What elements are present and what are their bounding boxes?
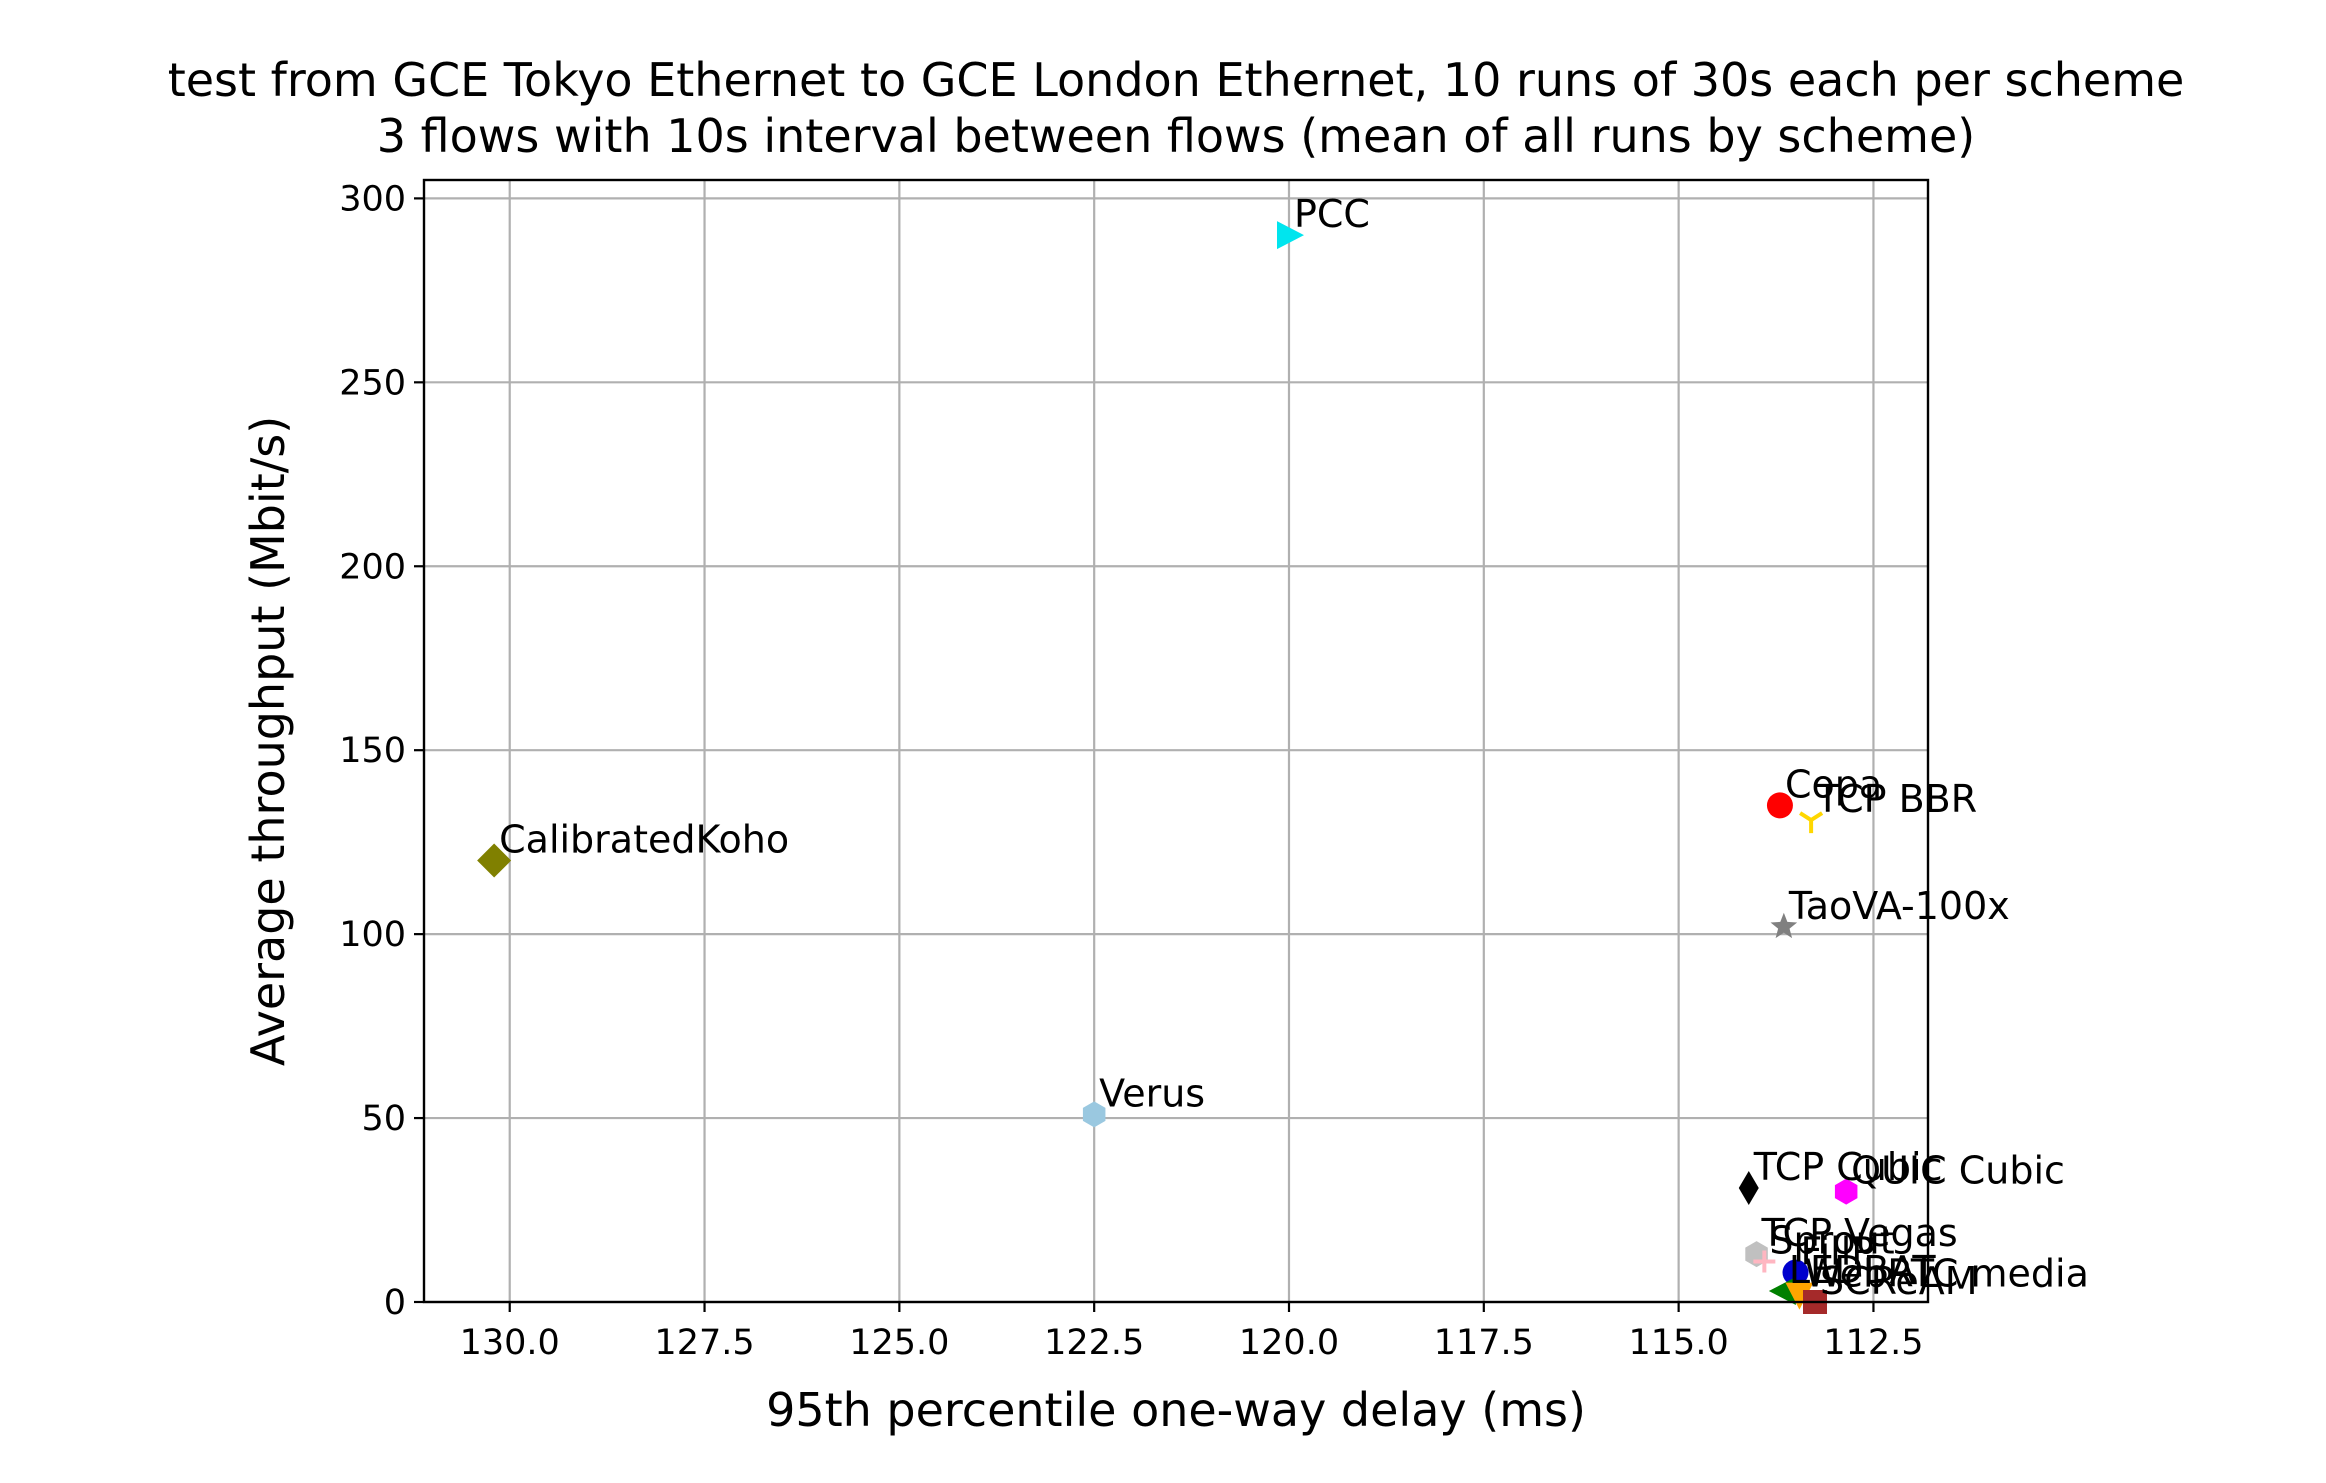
plot-frame bbox=[422, 178, 1930, 1304]
y-axis-label: Average throughput (Mbit/s) bbox=[241, 416, 295, 1066]
data-point bbox=[1782, 1259, 1809, 1286]
ticks-layer: 130.0 127.5 125.0 122.5 120.0 117.5 115.0 112.5… bbox=[339, 179, 1923, 1363]
point-label: FillP bbox=[1801, 1230, 1875, 1274]
data-point bbox=[1082, 1101, 1106, 1128]
point-label: PCC bbox=[1294, 192, 1370, 236]
data-point bbox=[1834, 1178, 1858, 1205]
data-point bbox=[1799, 811, 1824, 834]
point-label: TaoVA-100x bbox=[1788, 884, 2010, 928]
point-label: CalibratedKoho bbox=[499, 818, 789, 862]
point-label: Copa bbox=[1785, 762, 1882, 806]
points-layer bbox=[477, 221, 1858, 1314]
data-point bbox=[1753, 1250, 1776, 1273]
point-label: Verus bbox=[1099, 1071, 1205, 1115]
data-point bbox=[477, 843, 512, 878]
x-tick-label: 130.0 bbox=[460, 1323, 560, 1363]
x-tick-label: 120.0 bbox=[1239, 1323, 1339, 1363]
x-tick-label: 115.0 bbox=[1629, 1323, 1729, 1363]
x-tick-label: 125.0 bbox=[849, 1323, 949, 1363]
data-point bbox=[1770, 912, 1798, 939]
grid-layer bbox=[424, 180, 1928, 1304]
y-tick-label: 300 bbox=[339, 179, 406, 219]
x-tick-label: 117.5 bbox=[1434, 1323, 1534, 1363]
chart-title-line-2: 3 flows with 10s interval between flows … bbox=[377, 109, 1975, 163]
point-label: TCP BBR bbox=[1815, 777, 1977, 821]
y-tick-label: 200 bbox=[339, 547, 406, 587]
point-label: Sprout bbox=[1769, 1219, 1894, 1263]
x-tick-label: 112.5 bbox=[1823, 1323, 1923, 1363]
point-label: LEDBAT bbox=[1789, 1248, 1937, 1292]
y-tick-label: 0 bbox=[384, 1283, 406, 1323]
data-point bbox=[1766, 792, 1793, 819]
y-tick-label: 250 bbox=[339, 363, 406, 403]
point-label: QUIC Cubic bbox=[1851, 1149, 2065, 1193]
y-tick-label: 50 bbox=[361, 1099, 406, 1139]
point-label: SCReAM bbox=[1820, 1259, 1978, 1303]
data-point bbox=[1785, 1282, 1814, 1310]
x-tick-label: 127.5 bbox=[654, 1323, 754, 1363]
data-point bbox=[1738, 1170, 1759, 1205]
point-label: TCP Cubic bbox=[1753, 1145, 1943, 1189]
point-label: TCP Vegas bbox=[1761, 1211, 1958, 1255]
x-tick-label: 122.5 bbox=[1044, 1323, 1144, 1363]
chart-title-line-1: test from GCE Tokyo Ethernet to GCE Lond… bbox=[168, 53, 2185, 107]
data-point bbox=[1276, 221, 1304, 250]
y-tick-label: 100 bbox=[339, 915, 406, 955]
y-tick-label: 150 bbox=[339, 731, 406, 771]
point-label: WebRTC media bbox=[1804, 1252, 2088, 1296]
x-axis-label: 95th percentile one-way delay (ms) bbox=[766, 1383, 1586, 1437]
